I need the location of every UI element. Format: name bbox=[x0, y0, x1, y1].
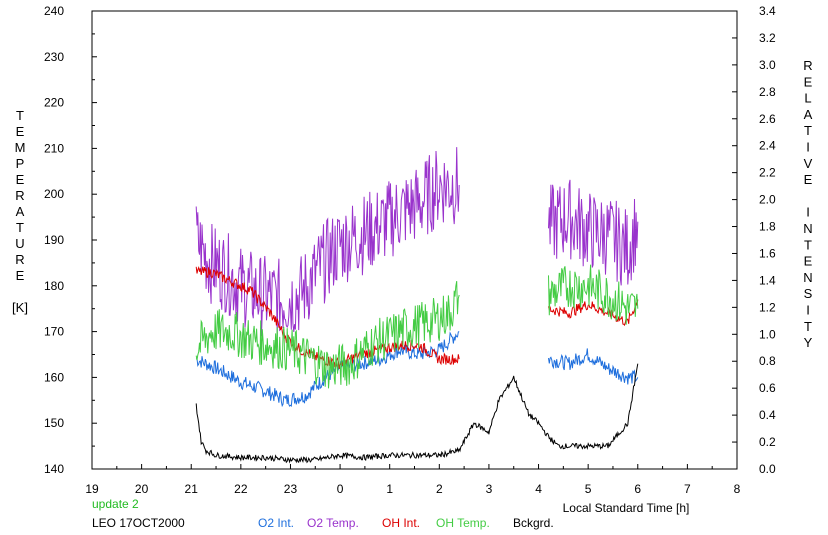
axis-label-letter: M bbox=[15, 140, 26, 155]
x-tick-label: 21 bbox=[185, 482, 199, 496]
axis-label-letter: T bbox=[16, 220, 24, 235]
right-tick-label: 2.8 bbox=[759, 85, 776, 99]
axis-label-letter: T bbox=[804, 319, 812, 334]
axis-label-letter: E bbox=[16, 172, 25, 187]
axis-label-letter: I bbox=[806, 303, 810, 318]
series-line-bckgrd bbox=[195, 363, 639, 464]
series-line-oh-int bbox=[548, 299, 639, 327]
left-tick-label: 160 bbox=[44, 370, 64, 384]
legend-oh-temp: OH Temp. bbox=[436, 516, 490, 530]
right-tick-label: 0.8 bbox=[759, 354, 776, 368]
update-label: update 2 bbox=[92, 497, 139, 511]
right-tick-label: 2.4 bbox=[759, 139, 776, 153]
left-tick-label: 200 bbox=[44, 187, 64, 201]
axis-label-letter: E bbox=[804, 254, 813, 269]
axis-label-letter: Y bbox=[804, 335, 813, 350]
right-tick-label: 0.2 bbox=[759, 435, 776, 449]
series-line-o2-temp bbox=[195, 147, 460, 337]
series-line-o2-temp bbox=[548, 179, 639, 286]
axis-label-letter: I bbox=[806, 205, 810, 220]
plot-frame bbox=[91, 10, 738, 470]
axis-label-letter: E bbox=[16, 268, 25, 283]
right-tick-label: 3.0 bbox=[759, 58, 776, 72]
left-tick-label: 180 bbox=[44, 279, 64, 293]
right-tick-label: 3.2 bbox=[759, 31, 776, 45]
x-tick-label: 22 bbox=[234, 482, 248, 496]
axis-label-letter: R bbox=[15, 252, 24, 267]
left-tick-label: 220 bbox=[44, 96, 64, 110]
legend-bckgrd: Bckgrd. bbox=[513, 516, 554, 530]
axis-label-letter: A bbox=[804, 107, 813, 122]
x-tick-label: 8 bbox=[734, 482, 741, 496]
x-axis-label: Local Standard Time [h] bbox=[563, 501, 690, 515]
x-tick-label: 1 bbox=[386, 482, 393, 496]
axis-label-letter: R bbox=[15, 188, 24, 203]
axis-label-letter: R bbox=[803, 58, 812, 73]
left-tick-label: 230 bbox=[44, 50, 64, 64]
right-tick-label: 2.0 bbox=[759, 193, 776, 207]
series-group bbox=[195, 147, 639, 464]
left-axis-unit: [K] bbox=[12, 300, 28, 315]
axis-label-letter: T bbox=[804, 237, 812, 252]
axis-label-letter: I bbox=[806, 140, 810, 155]
x-tick-label: 2 bbox=[436, 482, 443, 496]
right-tick-label: 3.4 bbox=[759, 4, 776, 18]
series-line-o2-int bbox=[548, 348, 639, 385]
right-tick-label: 0.6 bbox=[759, 381, 776, 395]
right-tick-label: 1.0 bbox=[759, 327, 776, 341]
left-tick-label: 140 bbox=[44, 462, 64, 476]
right-tick-label: 1.4 bbox=[759, 273, 776, 287]
x-tick-label: 23 bbox=[284, 482, 298, 496]
right-tick-label: 2.6 bbox=[759, 112, 776, 126]
right-tick-label: 1.2 bbox=[759, 300, 776, 314]
axis-label-letter: T bbox=[16, 108, 24, 123]
station-label: LEO 17OCT2000 bbox=[92, 516, 185, 530]
axis-label-letter: A bbox=[16, 204, 25, 219]
left-tick-label: 170 bbox=[44, 325, 64, 339]
right-tick-label: 2.2 bbox=[759, 166, 776, 180]
x-tick-label: 3 bbox=[486, 482, 493, 496]
axis-label-letter: N bbox=[803, 221, 812, 236]
axis-label-letter: L bbox=[804, 91, 811, 106]
legend-o2-int: O2 Int. bbox=[258, 516, 294, 530]
x-tick-label: 6 bbox=[634, 482, 641, 496]
axis-label-letter: U bbox=[15, 236, 24, 251]
axis-label-letter: V bbox=[804, 156, 813, 171]
series-line-oh-temp bbox=[195, 281, 460, 389]
x-tick-label: 20 bbox=[135, 482, 149, 496]
right-tick-label: 0.4 bbox=[759, 408, 776, 422]
axis-label-letter: E bbox=[804, 172, 813, 187]
right-axis-ticks: 0.0 0.2 0.4 0.6 0.8 1.0 1.2 1.4 1.6 1.8 2.0 2.2 2.4 2… bbox=[732, 4, 776, 476]
axis-label-letter: E bbox=[16, 124, 25, 139]
right-tick-label: 0.0 bbox=[759, 462, 776, 476]
left-tick-label: 190 bbox=[44, 233, 64, 247]
left-tick-label: 210 bbox=[44, 141, 64, 155]
x-tick-label: 19 bbox=[85, 482, 99, 496]
axis-label-letter: N bbox=[803, 270, 812, 285]
series-line-oh-temp bbox=[548, 264, 639, 325]
axis-label-letter: E bbox=[804, 74, 813, 89]
x-axis-ticks: 19 20 21 22 23 0 1 2 3 4 5 6 7 8 bbox=[85, 464, 741, 496]
left-tick-label: 150 bbox=[44, 416, 64, 430]
axis-label-letter: P bbox=[16, 156, 25, 171]
x-tick-label: 5 bbox=[585, 482, 592, 496]
right-tick-label: 1.6 bbox=[759, 246, 776, 260]
axis-label-letter: T bbox=[804, 123, 812, 138]
x-tick-label: 7 bbox=[684, 482, 691, 496]
legend-o2-temp: O2 Temp. bbox=[307, 516, 359, 530]
axis-label-letter: S bbox=[804, 286, 813, 301]
legend-oh-int: OH Int. bbox=[382, 516, 420, 530]
x-tick-label: 0 bbox=[337, 482, 344, 496]
left-tick-label: 240 bbox=[44, 4, 64, 18]
right-tick-label: 1.8 bbox=[759, 220, 776, 234]
x-tick-label: 4 bbox=[535, 482, 542, 496]
left-axis-ticks: 140 150 160 170 180 190 200 210 220 230 240 bbox=[44, 4, 97, 476]
